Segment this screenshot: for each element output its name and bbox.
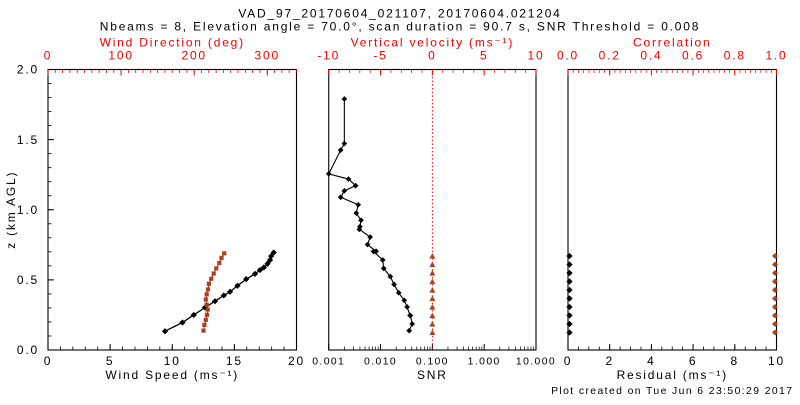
svg-text:VAD_97_20170604_021107, 201706: VAD_97_20170604_021107, 20170604.021204 (238, 7, 561, 21)
svg-text:0.100: 0.100 (416, 357, 449, 368)
svg-text:0.5: 0.5 (17, 273, 39, 287)
svg-text:0: 0 (44, 354, 52, 368)
svg-text:0.6: 0.6 (682, 49, 704, 63)
svg-text:10: 10 (164, 354, 181, 368)
svg-text:1.000: 1.000 (468, 357, 501, 368)
svg-text:0: 0 (428, 49, 436, 63)
svg-text:z (km AGL): z (km AGL) (4, 171, 18, 249)
svg-text:10: 10 (768, 354, 785, 368)
svg-text:2: 2 (605, 354, 613, 368)
svg-text:10: 10 (528, 49, 545, 63)
svg-text:6: 6 (689, 354, 697, 368)
svg-text:0.2: 0.2 (599, 49, 621, 63)
svg-text:-5: -5 (373, 49, 387, 63)
svg-text:1.0: 1.0 (765, 49, 787, 63)
svg-text:300: 300 (255, 49, 280, 63)
svg-text:0.010: 0.010 (364, 357, 397, 368)
svg-text:Residual (ms⁻¹): Residual (ms⁻¹) (617, 368, 728, 382)
svg-text:Vertical velocity (ms⁻¹): Vertical velocity (ms⁻¹) (351, 36, 515, 50)
svg-text:0: 0 (44, 49, 52, 63)
svg-text:10.000: 10.000 (516, 357, 556, 368)
svg-text:1.0: 1.0 (17, 203, 39, 217)
svg-text:20: 20 (288, 354, 305, 368)
svg-text:200: 200 (181, 49, 206, 63)
svg-text:100: 100 (108, 49, 133, 63)
svg-text:SNR: SNR (417, 368, 448, 382)
svg-text:Wind Speed (ms⁻¹): Wind Speed (ms⁻¹) (105, 368, 239, 382)
svg-text:15: 15 (226, 354, 243, 368)
svg-text:0.8: 0.8 (724, 49, 746, 63)
svg-text:4: 4 (647, 354, 655, 368)
svg-text:5: 5 (106, 354, 114, 368)
svg-text:2.0: 2.0 (17, 63, 39, 77)
svg-text:Plot created on Tue Jun 6 23:: Plot created on Tue Jun 6 23:50:29 2017 (551, 386, 793, 397)
svg-text:Wind Direction (deg): Wind Direction (deg) (100, 36, 245, 50)
svg-text:0.0: 0.0 (557, 49, 579, 63)
svg-text:Correlation: Correlation (633, 36, 712, 50)
svg-text:0.4: 0.4 (640, 49, 662, 63)
svg-text:8: 8 (731, 354, 739, 368)
svg-text:0.0: 0.0 (17, 343, 39, 357)
svg-text:Nbeams = 8, Elevation angle =: Nbeams = 8, Elevation angle = 70.0°, sca… (100, 20, 700, 34)
svg-text:0: 0 (564, 354, 572, 368)
svg-text:-10: -10 (317, 49, 340, 63)
svg-text:1.5: 1.5 (17, 133, 39, 147)
svg-text:5: 5 (480, 49, 488, 63)
svg-text:0.001: 0.001 (312, 357, 345, 368)
